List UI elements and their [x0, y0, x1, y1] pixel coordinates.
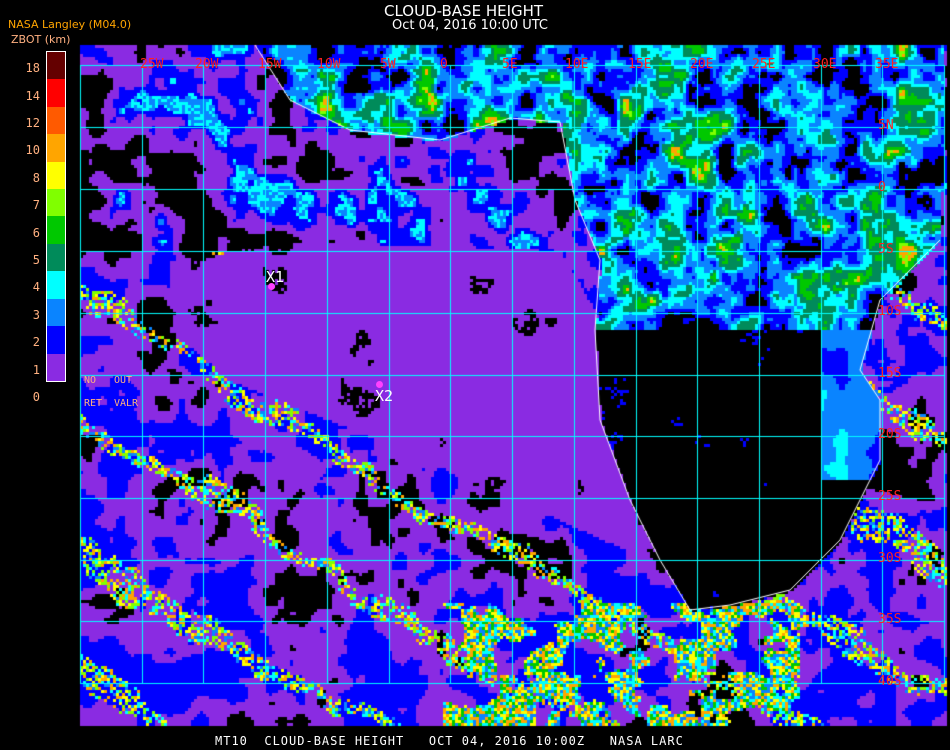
latitude-label: 20S [878, 427, 902, 442]
longitude-label: 5E [502, 57, 518, 72]
longitude-label: 20W [195, 57, 219, 72]
marker-x1: X1 [266, 268, 285, 286]
longitude-label: 10W [317, 57, 341, 72]
legend-swatch [47, 134, 65, 162]
legend-swatch [47, 161, 65, 190]
legend-tick: 1 [32, 362, 40, 377]
longitude-label: 15E [628, 57, 652, 72]
legend-tick: 10 [25, 143, 40, 158]
legend-swatch [47, 106, 65, 135]
legend-swatch [47, 271, 65, 299]
legend-tick: 7 [32, 198, 40, 213]
footer-caption: MT10 CLOUD-BASE HEIGHT OCT 04, 2016 10:0… [215, 734, 684, 748]
marker-x2-dot [376, 381, 383, 388]
legend-note-valr: VALR [114, 398, 139, 409]
organization-label: NASA Langley (M04.0) [8, 18, 132, 31]
legend-tick: 4 [32, 280, 40, 295]
longitude-label: 15W [258, 57, 282, 72]
latitude-label: 5N [878, 118, 894, 133]
legend-swatch [47, 216, 65, 244]
latitude-label: 35S [878, 612, 902, 627]
legend-tick: 6 [32, 225, 40, 240]
longitude-label: 0 [440, 57, 448, 72]
map-subtitle: Oct 04, 2016 10:00 UTC [392, 18, 548, 33]
longitude-label: 25E [752, 57, 776, 72]
latitude-label: 25S [878, 489, 902, 504]
legend-tick: 3 [32, 307, 40, 322]
longitude-label: 5W [380, 57, 396, 72]
longitude-label: 25W [140, 57, 164, 72]
legend-swatch [47, 51, 65, 80]
legend-tick: 8 [32, 170, 40, 185]
map-title: CLOUD-BASE HEIGHT [384, 2, 544, 20]
latitude-label: 10S [878, 304, 902, 319]
legend-tick: 0 [32, 390, 40, 404]
latitude-label: 30S [878, 551, 902, 566]
legend-tick: 12 [25, 116, 40, 130]
color-legend [46, 51, 66, 382]
legend-swatch [47, 79, 65, 107]
longitude-label: 20E [690, 57, 714, 72]
longitude-label: 35E [875, 57, 899, 72]
longitude-label: 30E [813, 57, 837, 72]
latitude-label: 15S [878, 366, 902, 381]
marker-x2: X2 [375, 387, 394, 405]
legend-tick: 18 [25, 61, 40, 76]
legend-swatch [47, 298, 65, 327]
longitude-label: 10E [565, 57, 589, 72]
legend-note-out: OUT [114, 375, 133, 386]
legend-swatch [47, 189, 65, 217]
legend-tick: 14 [25, 88, 40, 103]
legend-note-ret: RET [84, 398, 103, 409]
latitude-label: 40S [878, 674, 902, 689]
legend-tick: 5 [32, 253, 40, 267]
marker-x1-dot [268, 283, 275, 290]
legend-tick: 2 [32, 335, 40, 350]
units-label: ZBOT (km) [11, 33, 71, 46]
latitude-label: 5S [878, 242, 894, 257]
legend-swatch [47, 243, 65, 272]
legend-swatch [47, 326, 65, 354]
latitude-label: 0 [878, 180, 886, 195]
legend-swatch [47, 353, 65, 381]
legend-note-no: NO [84, 375, 97, 386]
